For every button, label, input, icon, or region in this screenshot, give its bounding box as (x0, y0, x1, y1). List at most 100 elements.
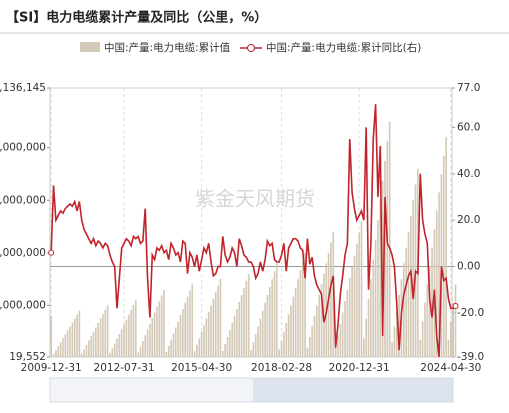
bar (170, 339, 172, 357)
bar (410, 216, 412, 357)
bar (308, 336, 311, 357)
bar (102, 314, 104, 357)
bar (69, 326, 71, 357)
x-tick-label: 2024-04-30 (420, 362, 481, 374)
bar (374, 239, 377, 357)
legend: 中国:产量:电力电缆:累计值 中国:产量:电力电缆:累计同比(右) (80, 41, 421, 54)
bar (177, 321, 179, 357)
y-tick-label: 4,000,000 (0, 142, 46, 154)
y2-tick-label: -39.0 (457, 351, 484, 363)
bar (80, 353, 83, 357)
line-end-marker (48, 249, 55, 256)
bar (160, 295, 163, 357)
bar (384, 160, 386, 357)
y2-tick-label: 0.00 (457, 261, 480, 273)
y-tick-label: 5,136,145 (0, 82, 46, 94)
bar (278, 349, 281, 357)
bar (137, 352, 139, 357)
bar (179, 315, 182, 357)
legend-swatch (247, 44, 255, 52)
bar (341, 312, 344, 357)
bar (367, 298, 370, 357)
bar (134, 300, 137, 357)
bar (306, 347, 309, 357)
bar (186, 296, 189, 357)
bar (454, 284, 457, 357)
bar (243, 287, 245, 357)
legend-swatch (80, 42, 100, 52)
bar (64, 334, 67, 357)
x-tick-label: 2012-07-31 (94, 362, 155, 374)
bar (214, 292, 217, 357)
bar (57, 346, 60, 357)
bar (85, 344, 88, 357)
bar (71, 322, 74, 357)
bar (240, 294, 243, 357)
bar (435, 210, 438, 357)
bar (266, 294, 269, 357)
bar (405, 247, 407, 357)
bar (346, 289, 349, 357)
bar (442, 155, 445, 357)
bar (125, 319, 128, 357)
bar (316, 305, 318, 357)
bar (311, 326, 313, 357)
bar (440, 174, 443, 357)
bar (66, 330, 69, 357)
bar (62, 338, 64, 357)
bar (144, 335, 147, 357)
zoom-slider[interactable] (49, 377, 454, 403)
bar (182, 308, 184, 357)
bar (304, 252, 306, 357)
y-tick-label: 2,000,000 (0, 247, 46, 259)
bar (344, 301, 346, 357)
bar (59, 342, 62, 357)
bar (106, 305, 109, 357)
bar (217, 285, 219, 357)
y2-tick-label: 77.0 (457, 82, 480, 94)
bar (146, 329, 149, 357)
bar (445, 137, 447, 357)
bar (252, 342, 255, 357)
bar (120, 329, 123, 357)
bar (92, 331, 95, 357)
bar (165, 351, 168, 357)
bar (130, 309, 132, 357)
bar (174, 327, 177, 357)
bar (431, 247, 433, 357)
bar (438, 192, 440, 357)
bar (327, 252, 330, 357)
legend-label: 中国:产量:电力电缆:累计值 (104, 41, 231, 54)
bar (276, 263, 278, 357)
bar (109, 353, 111, 357)
bar (153, 312, 156, 357)
y-tick-label: 1,000,000 (0, 299, 46, 311)
bar (421, 321, 424, 357)
y2-tick-label: -20.0 (457, 307, 484, 319)
bar (95, 327, 97, 357)
x-tick-label: 2020-12-31 (329, 362, 390, 374)
slider-window[interactable] (253, 378, 453, 402)
bar (224, 343, 226, 357)
bar (353, 255, 356, 357)
y-tick-label: 19,552 (9, 351, 46, 363)
bar (395, 310, 398, 357)
bar (113, 343, 116, 357)
bar (226, 336, 229, 357)
bar (83, 349, 85, 357)
bar (142, 340, 144, 357)
bar (73, 318, 76, 357)
bar (299, 270, 302, 357)
bar (339, 323, 342, 357)
bar (320, 284, 323, 357)
bar (450, 321, 452, 357)
bar (87, 340, 90, 357)
chart-title: 【SI】电力电缆累计产量及同比（公里，%） (6, 10, 267, 26)
bar (189, 290, 191, 357)
bar (355, 244, 358, 357)
x-tick-label: 2015-04-30 (171, 362, 232, 374)
y2-tick-label: 20.0 (457, 214, 480, 226)
bar (365, 318, 368, 357)
